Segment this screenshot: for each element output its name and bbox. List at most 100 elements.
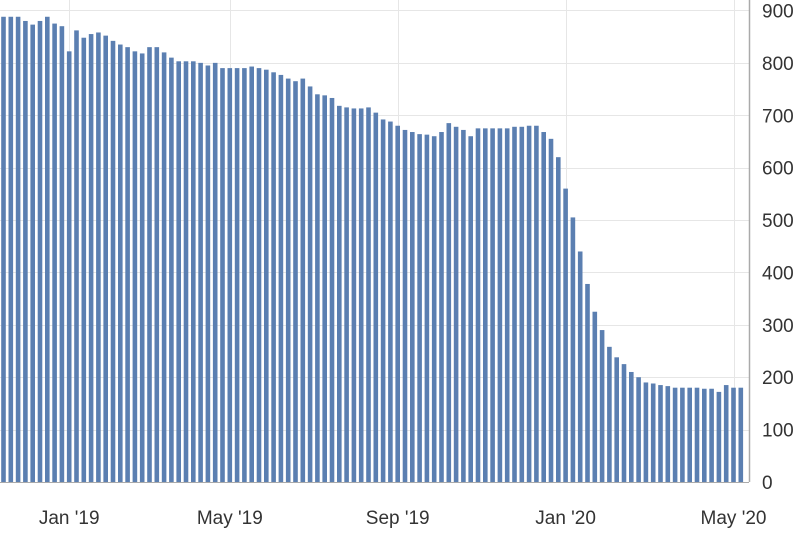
bar-91 xyxy=(665,386,671,482)
bar-32 xyxy=(234,68,240,482)
bar-67 xyxy=(490,128,495,482)
bar-17 xyxy=(125,47,130,483)
bar-65 xyxy=(475,128,481,482)
bar-79 xyxy=(577,251,583,482)
bar-5 xyxy=(37,20,43,483)
bar-50 xyxy=(366,107,371,483)
bar-49 xyxy=(358,108,364,482)
bar-90 xyxy=(658,385,663,482)
bar-1 xyxy=(8,16,14,482)
bar-2 xyxy=(15,16,21,482)
bar-35 xyxy=(256,68,262,482)
bar-81 xyxy=(592,311,598,482)
bar-58 xyxy=(424,134,430,483)
bar-39 xyxy=(285,78,291,482)
y-tick-label-4: 400 xyxy=(762,263,794,284)
y-tick-label-9: 900 xyxy=(762,1,794,22)
bar-15 xyxy=(110,40,116,482)
bar-63 xyxy=(461,129,466,483)
bar-64 xyxy=(468,136,473,482)
bar-96 xyxy=(702,388,707,482)
bar-22 xyxy=(161,52,167,483)
bar-6 xyxy=(45,16,50,482)
x-tick-label-2: Sep '19 xyxy=(366,508,430,529)
bar-13 xyxy=(96,32,101,483)
bar-0 xyxy=(1,16,6,482)
bar-26 xyxy=(191,61,196,483)
bar-72 xyxy=(526,125,532,482)
bar-97 xyxy=(709,388,714,482)
bar-85 xyxy=(621,364,627,482)
bar-75 xyxy=(548,138,554,482)
bar-56 xyxy=(410,132,415,482)
bar-36 xyxy=(264,69,269,483)
bar-89 xyxy=(650,383,656,482)
bar-19 xyxy=(139,53,145,483)
bar-23 xyxy=(169,57,174,483)
bar-46 xyxy=(337,105,342,482)
bar-52 xyxy=(380,119,386,482)
bar-60 xyxy=(439,132,444,482)
y-axis: 0 100 200 300 400 500 600 700 800 900 xyxy=(762,1,794,494)
bar-18 xyxy=(132,51,138,483)
bar-47 xyxy=(344,107,349,483)
x-tick-label-0: Jan '19 xyxy=(39,508,100,529)
bar-45 xyxy=(329,97,335,482)
bar-74 xyxy=(541,132,546,482)
bar-86 xyxy=(629,371,634,482)
bar-77 xyxy=(563,188,568,482)
bar-29 xyxy=(212,62,218,482)
bar-48 xyxy=(351,108,357,482)
bar-71 xyxy=(519,126,525,482)
bar-38 xyxy=(278,74,284,483)
bar-21 xyxy=(154,47,160,483)
bar-14 xyxy=(103,35,108,482)
bar-76 xyxy=(556,157,561,482)
bar-11 xyxy=(81,37,87,482)
bar-80 xyxy=(585,283,590,482)
bar-44 xyxy=(322,95,327,482)
bar-7 xyxy=(52,23,57,483)
bar-66 xyxy=(483,128,488,482)
y-tick-label-6: 600 xyxy=(762,159,794,180)
bar-30 xyxy=(220,68,225,482)
bar-34 xyxy=(249,66,254,482)
y-tick-label-8: 800 xyxy=(762,54,794,75)
bar-99 xyxy=(723,385,729,482)
x-tick-label-1: May '19 xyxy=(197,508,263,529)
x-tick-label-4: May '20 xyxy=(701,508,767,529)
bar-84 xyxy=(614,357,619,482)
bar-54 xyxy=(395,125,400,482)
bar-40 xyxy=(293,81,298,483)
bar-9 xyxy=(66,51,72,483)
bar-92 xyxy=(672,387,678,482)
bar-88 xyxy=(643,382,649,482)
bar-33 xyxy=(242,68,247,482)
x-tick-label-3: Jan '20 xyxy=(535,508,596,529)
bar-24 xyxy=(176,61,181,483)
bar-8 xyxy=(59,26,65,483)
bar-73 xyxy=(534,125,539,482)
bar-28 xyxy=(205,65,211,482)
bar-93 xyxy=(680,387,685,482)
bar-95 xyxy=(694,387,700,482)
bar-27 xyxy=(198,62,203,482)
bar-59 xyxy=(431,136,437,482)
bar-12 xyxy=(88,34,94,482)
bar-41 xyxy=(300,78,306,482)
y-tick-label-5: 500 xyxy=(762,211,794,232)
bar-55 xyxy=(402,129,408,483)
bar-83 xyxy=(607,346,612,482)
bar-82 xyxy=(599,330,605,482)
bar-78 xyxy=(570,217,576,482)
bar-69 xyxy=(504,128,510,482)
bar-4 xyxy=(30,24,35,483)
bar-16 xyxy=(118,44,123,483)
bar-70 xyxy=(512,126,517,482)
bar-53 xyxy=(388,121,393,483)
bar-101 xyxy=(738,387,744,482)
bar-51 xyxy=(373,112,379,483)
bar-100 xyxy=(731,387,736,482)
